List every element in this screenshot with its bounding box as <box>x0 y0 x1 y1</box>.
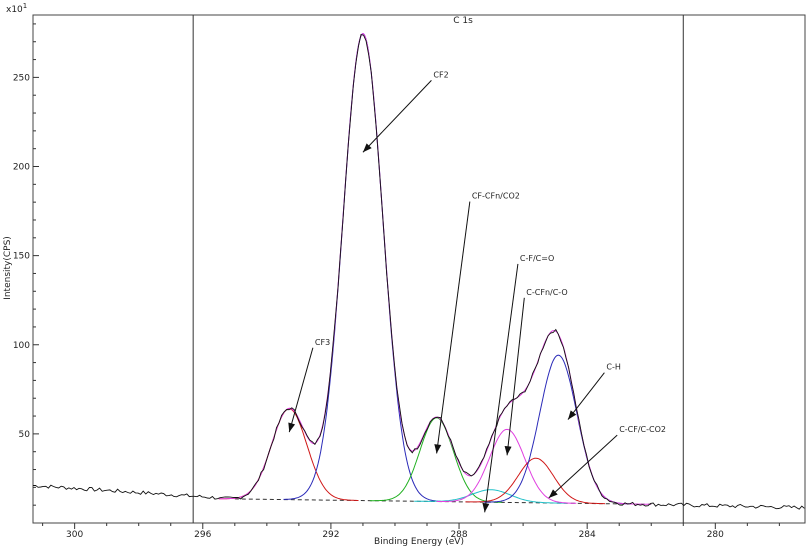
region-boundaries <box>192 15 684 523</box>
annotation-leader-1 <box>362 80 432 153</box>
x-tick-label: 300 <box>66 530 83 540</box>
peak-label: C-F/C=O <box>520 254 554 263</box>
raw-spectrum-curve <box>32 34 805 510</box>
y-axis-ticks: 50 100 150 200 250 <box>13 23 39 506</box>
peak-label: CF3 <box>315 338 330 347</box>
peak-label: C-CF/C-CO2 <box>619 425 666 434</box>
peak-label: CF2 <box>433 70 448 79</box>
y-tick-label: 150 <box>13 252 30 262</box>
chart-title: C 1s <box>453 16 473 26</box>
peak-label: C-CFn/C-O <box>526 288 567 297</box>
x-tick-label: 292 <box>322 530 339 540</box>
plot-frame <box>32 14 806 524</box>
x-tick-label: 280 <box>707 530 724 540</box>
annotation-arrowhead-1 <box>362 143 372 153</box>
component-curve-4 <box>436 428 577 504</box>
x-axis-ticks: 300 296 292 288 284 280 <box>42 523 780 540</box>
annotation-leader-2 <box>436 201 471 454</box>
annotation-arrowhead-3 <box>482 502 490 513</box>
annotation-arrowhead-4 <box>504 445 512 456</box>
y-axis-title: Intensity(CPS) <box>3 236 13 300</box>
y-tick-label: 100 <box>13 341 30 351</box>
y-exponent-power: 1 <box>23 2 27 10</box>
annotation-arrowhead-2 <box>434 444 442 454</box>
annotation-arrowhead-5 <box>567 410 577 420</box>
y-tick-label: 250 <box>13 73 30 83</box>
annotation-arrowhead-6 <box>548 489 558 499</box>
y-exponent-label: x101 <box>6 2 27 15</box>
peak-label: CF-CFn/CO2 <box>472 192 520 201</box>
annotation-leader-3 <box>484 263 519 513</box>
x-tick-label: 296 <box>194 530 211 540</box>
x-axis-title: Binding Energy (eV) <box>374 537 464 547</box>
annotation-leader-0 <box>288 347 314 433</box>
annotation-leader-4 <box>506 297 525 456</box>
component-curve-5 <box>465 457 606 505</box>
x-tick-label: 284 <box>579 530 596 540</box>
annotation-leader-5 <box>567 372 605 420</box>
peak-annotations: CF3 CF2 CF-CFn/CO2 C-F/C=O C-CFn/C-O C-H C-CF/… <box>288 70 666 513</box>
y-tick-label: 200 <box>13 163 30 173</box>
fit-components <box>32 32 805 510</box>
annotation-leader-6 <box>548 434 618 499</box>
x-tick-label: 288 <box>450 530 467 540</box>
y-tick-label: 50 <box>19 430 31 440</box>
peak-label: C-H <box>606 363 621 372</box>
annotation-arrowhead-0 <box>288 422 296 433</box>
